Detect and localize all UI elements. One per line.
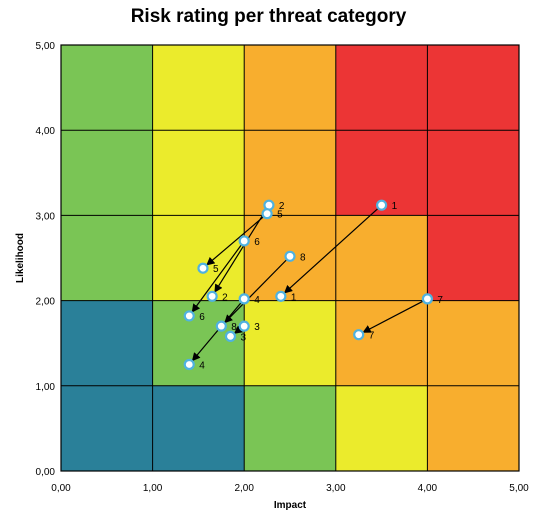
zone-cell-red [427, 45, 519, 131]
zone-cell-red [427, 215, 519, 301]
risk-marker [224, 330, 237, 342]
risk-marker [197, 262, 209, 274]
risk-arrow [283, 208, 379, 294]
risk-arrows [191, 208, 424, 362]
grid-lines [60, 44, 520, 472]
risk-point-label: 8 [231, 322, 237, 333]
risk-point-label: 5 [213, 264, 219, 275]
risk-marker [421, 293, 433, 305]
risk-zones [61, 45, 519, 471]
x-tick-label: 3,00 [326, 483, 346, 494]
risk-point-label: 1 [392, 201, 398, 212]
zone-cell-green [61, 45, 153, 131]
risk-marker [275, 290, 287, 302]
x-tick-label: 1,00 [143, 483, 163, 494]
risk-marker [183, 358, 195, 371]
risk-marker [376, 199, 388, 211]
risk-point-label: 3 [254, 322, 260, 333]
risk-point-label: 7 [369, 331, 375, 342]
risk-point-label: 8 [300, 252, 306, 263]
x-axis-title: Impact [274, 500, 307, 511]
risk-arrow [206, 216, 264, 266]
risk-marker [284, 250, 296, 262]
risk-marker [238, 293, 250, 305]
zone-cell-green [244, 385, 336, 471]
plot-border [60, 44, 520, 472]
zone-cell-yellow [335, 385, 428, 471]
zone-cell-orange [244, 130, 336, 216]
y-tick-label: 1,00 [36, 382, 56, 393]
x-tick-label: 2,00 [234, 483, 254, 494]
risk-arrow [233, 325, 244, 334]
risk-point-label: 2 [279, 201, 285, 212]
y-tick-label: 0,00 [36, 467, 56, 478]
zone-cell-yellow [244, 300, 336, 386]
risk-marker [238, 235, 250, 247]
x-tick-label: 0,00 [51, 483, 71, 494]
risk-arrow [362, 300, 424, 333]
risk-point-label: 4 [254, 295, 260, 306]
point-labels: 1 1 2 2 33 4 4 5 5 6 6 7 7 8 8 [199, 201, 443, 371]
risk-marker [238, 320, 250, 332]
zone-cell-orange [335, 215, 428, 301]
risk-arrow [191, 244, 242, 313]
x-tick-label: 4,00 [418, 483, 438, 494]
risk-point-label: 6 [199, 312, 205, 323]
risk-arrow [224, 259, 287, 324]
risk-point-label: 6 [254, 237, 260, 248]
risk-point-label: 5 [277, 210, 283, 221]
zone-cell-orange [244, 45, 336, 131]
risk-marker [206, 290, 218, 302]
risk-point-label: 1 [291, 292, 297, 303]
x-tick-label: 5,00 [509, 483, 529, 494]
zone-cell-yellow [152, 130, 245, 216]
zone-cell-red [335, 45, 428, 131]
risk-marker [183, 310, 195, 322]
zone-cell-blue [152, 385, 245, 471]
risk-point-label: 3 [240, 332, 246, 343]
zone-cell-green [61, 215, 153, 301]
zone-cell-yellow [152, 215, 245, 301]
y-tick-label: 4,00 [36, 126, 56, 137]
risk-markers [183, 199, 433, 371]
zone-cell-red [427, 130, 519, 216]
zone-cell-green [61, 130, 153, 216]
risk-point-label: 4 [199, 361, 205, 372]
y-tick-label: 3,00 [36, 211, 56, 222]
risk-marker [353, 329, 365, 341]
zone-cell-orange [335, 300, 428, 386]
zone-cell-blue [61, 385, 153, 471]
risk-point-label: 2 [222, 292, 228, 303]
zone-cell-orange [427, 385, 519, 471]
risk-arrow [191, 302, 242, 362]
risk-arrow [214, 209, 267, 293]
axis-ticks: 0,00 1,00 2,00 3,00 4,00 5,00 0,00 1,00 2,00 3,00… [36, 41, 530, 494]
chart-title: Risk rating per threat category [130, 6, 407, 27]
y-tick-label: 2,00 [36, 297, 56, 308]
zone-cell-orange [427, 300, 519, 386]
risk-point-label: 7 [437, 295, 443, 306]
zone-cell-yellow [152, 45, 245, 131]
y-tick-label: 5,00 [36, 41, 56, 52]
risk-marker [215, 320, 227, 332]
zone-cell-blue [61, 300, 153, 386]
risk-marker [261, 208, 273, 220]
y-axis-title: Likelihood [15, 233, 26, 283]
